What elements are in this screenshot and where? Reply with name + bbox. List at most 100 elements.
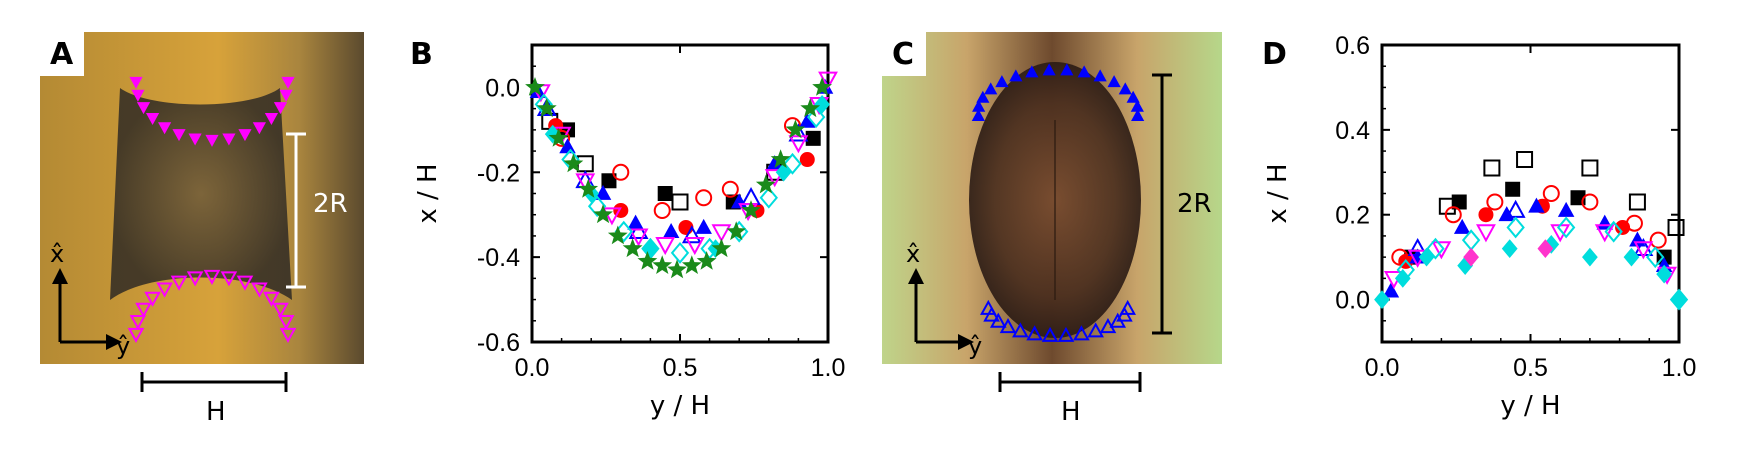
contour-marker	[1060, 63, 1074, 76]
data-point-cyan-filled-diamond	[1671, 290, 1687, 309]
data-point-green-filled-star	[770, 149, 791, 168]
data-point-green-filled-star	[755, 174, 776, 194]
data-point-green-filled-star	[800, 98, 821, 118]
data-point-cyan-open-diamond	[587, 195, 607, 218]
data-point-cyan-open-diamond	[1556, 216, 1576, 239]
data-point-black-open-square	[1581, 159, 1599, 177]
panel-a-x-hat: x̂	[50, 240, 64, 268]
contour-marker	[1118, 82, 1132, 95]
contour-marker	[279, 89, 293, 102]
contour-marker	[129, 76, 143, 89]
contour-marker	[976, 90, 990, 103]
data-point-cyan-open-diamond	[1506, 216, 1525, 239]
data-point-green-filled-star	[525, 77, 545, 96]
contour-marker	[145, 113, 160, 126]
panel-a-label-box	[40, 32, 84, 76]
contour-marker	[205, 134, 219, 147]
data-point-black-filled-square	[805, 130, 821, 146]
data-point-blue-open-triangle-up	[681, 225, 702, 244]
contour-marker	[1109, 312, 1127, 328]
data-point-black-open-square	[1628, 193, 1646, 211]
y-tick-label: -0.2	[477, 159, 520, 187]
data-point-cyan-open-diamond	[1604, 220, 1623, 243]
y-axis-label: x / H	[1263, 163, 1293, 223]
data-point-green-filled-star	[681, 255, 702, 274]
panel-a-top-contour	[129, 76, 295, 147]
contour-marker	[984, 82, 998, 95]
data-point-magenta-open-triangle-down	[818, 71, 838, 90]
data-point-green-filled-star	[812, 77, 832, 96]
contour-marker	[188, 133, 202, 146]
panel-a-y-hat: ŷ	[116, 332, 130, 360]
x-tick-label: 0.0	[515, 354, 550, 382]
contour-marker	[264, 113, 279, 126]
y-tick-label: 0.0	[485, 74, 520, 102]
contour-marker	[1073, 325, 1090, 341]
panel-b: B 0.0 0.5 1.0 0.0 -0.2 -0.4 -0.6 y / H x / H	[410, 37, 845, 421]
data-point-magenta-open-triangle-down	[1594, 224, 1615, 243]
x-tick-label: 0.5	[663, 354, 698, 382]
data-point-red-open-circle	[653, 201, 671, 219]
data-point-green-filled-star	[711, 238, 732, 258]
data-point-cyan-open-diamond	[783, 152, 802, 175]
data-point-cyan-filled-diamond	[642, 239, 659, 259]
panel-c-scale-bar-2r	[1152, 73, 1172, 335]
x-tick-label: 1.0	[811, 354, 846, 382]
data-points	[1374, 151, 1689, 311]
contour-marker	[980, 299, 997, 315]
x-axis-label: y / H	[650, 391, 710, 421]
y-tick-label: 0.0	[1335, 287, 1370, 315]
data-point-green-filled-star	[637, 251, 658, 270]
data-point-magenta-open-triangle-down	[1476, 224, 1496, 243]
data-point-green-filled-star	[726, 221, 747, 241]
panel-a-scale-bar-h	[140, 372, 288, 392]
panel-a-bottom-contour	[127, 269, 297, 343]
contour-marker	[222, 133, 236, 146]
panel-b-chart: 0.0 0.5 1.0 0.0 -0.2 -0.4 -0.6 y / H x / H	[413, 43, 846, 421]
x-tick-label: 0.5	[1513, 354, 1548, 382]
data-point-cyan-filled-diamond	[1374, 290, 1390, 309]
contour-marker	[1057, 326, 1075, 342]
contour-marker	[1025, 65, 1039, 78]
data-point-magenta-open-triangle-down	[1633, 241, 1654, 260]
contour-marker	[1107, 75, 1121, 88]
panel-c-scale-bar-h	[998, 372, 1142, 392]
contour-marker	[281, 76, 295, 89]
x-tick-label: 1.0	[1662, 354, 1697, 382]
contour-marker	[144, 291, 161, 307]
data-point-cyan-filled-diamond	[1623, 247, 1640, 267]
y-tick-label: 0.6	[1335, 32, 1370, 60]
contour-marker	[251, 282, 268, 298]
y-axis-label: x / H	[413, 163, 443, 223]
panel-d-label: D	[1262, 37, 1287, 72]
contour-marker	[971, 109, 985, 122]
contour-marker	[158, 122, 172, 135]
data-point-blue-open-triangle-up	[628, 220, 649, 240]
data-point-blue-filled-triangle-up	[1528, 197, 1545, 213]
data-point-pink-filled-diamond	[1537, 239, 1554, 259]
x-tick-label: 0.0	[1365, 354, 1400, 382]
data-point-black-filled-square	[601, 173, 617, 189]
data-point-cyan-filled-diamond	[1394, 268, 1411, 288]
panel-b-label: B	[410, 37, 433, 72]
data-point-cyan-filled-diamond	[1582, 247, 1598, 267]
data-point-black-filled-square	[1451, 194, 1467, 210]
data-point-pink-filled-diamond	[1463, 247, 1479, 267]
data-point-cyan-filled-diamond	[1418, 247, 1435, 267]
contour-marker	[186, 271, 204, 287]
data-point-red-filled-circle	[1615, 219, 1631, 235]
data-point-magenta-open-triangle-down	[788, 135, 809, 154]
contour-marker	[1009, 69, 1023, 82]
data-point-black-filled-square	[1505, 181, 1521, 197]
data-point-cyan-open-diamond	[670, 241, 690, 264]
contour-marker	[1077, 65, 1091, 78]
data-point-blue-filled-triangle-up	[594, 184, 612, 200]
contour-marker	[156, 282, 173, 298]
data-point-green-filled-star	[607, 225, 628, 245]
data-point-magenta-open-triangle-down	[628, 228, 649, 247]
data-point-green-filled-star	[593, 204, 613, 224]
panel-d-chart: 0.0 0.5 1.0 0.0 0.2 0.4 0.6 y / H x / H	[1263, 32, 1696, 421]
data-point-green-filled-star	[622, 238, 643, 258]
panel-a: A 2R x̂ ŷ H	[40, 32, 364, 427]
